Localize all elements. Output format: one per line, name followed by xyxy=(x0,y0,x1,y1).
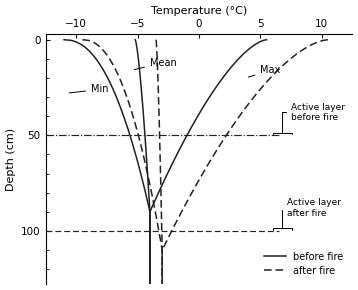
X-axis label: Temperature (°C): Temperature (°C) xyxy=(151,6,247,16)
Text: Active layer
before fire: Active layer before fire xyxy=(274,103,345,134)
Text: Active layer
after fire: Active layer after fire xyxy=(274,198,342,230)
Text: Min: Min xyxy=(69,84,108,95)
Legend: before fire, after fire: before fire, after fire xyxy=(260,248,348,280)
Text: Max: Max xyxy=(248,65,281,77)
Y-axis label: Depth (cm): Depth (cm) xyxy=(6,128,15,191)
Text: Mean: Mean xyxy=(134,58,177,70)
